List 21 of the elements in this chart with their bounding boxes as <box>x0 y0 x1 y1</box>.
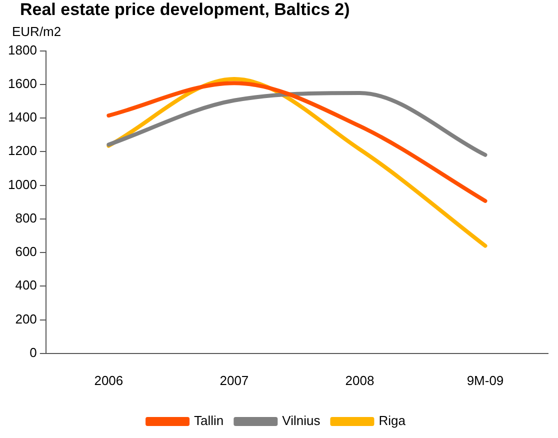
line-series <box>106 90 488 157</box>
y-tick-label: 1800 <box>8 42 37 58</box>
y-tick-label: 400 <box>15 278 37 293</box>
y-axis-title: EUR/m2 <box>12 24 62 39</box>
y-tick-label: 0 <box>30 344 37 360</box>
y-tick-label: 1000 <box>8 176 37 192</box>
y-tick-label: 600 <box>15 244 37 260</box>
legend-label: Riga <box>378 413 406 428</box>
line-series <box>106 81 488 203</box>
y-tick-label: 200 <box>15 311 37 326</box>
x-tick-label: 9M-09 <box>466 372 504 388</box>
y-tick-label: 1600 <box>8 76 37 91</box>
y-tick-label: 1400 <box>8 110 37 125</box>
legend-label: Vilnius <box>282 413 321 428</box>
x-tick-label: 2008 <box>345 372 374 388</box>
y-tick-label: 800 <box>15 210 37 226</box>
chart-title: Real estate price development, Baltics 2) <box>20 0 350 20</box>
legend-label: Tallin <box>194 413 224 428</box>
y-tick-label: 1200 <box>8 143 37 158</box>
x-tick-label: 2007 <box>220 372 249 388</box>
x-tick-label: 2006 <box>94 372 124 388</box>
